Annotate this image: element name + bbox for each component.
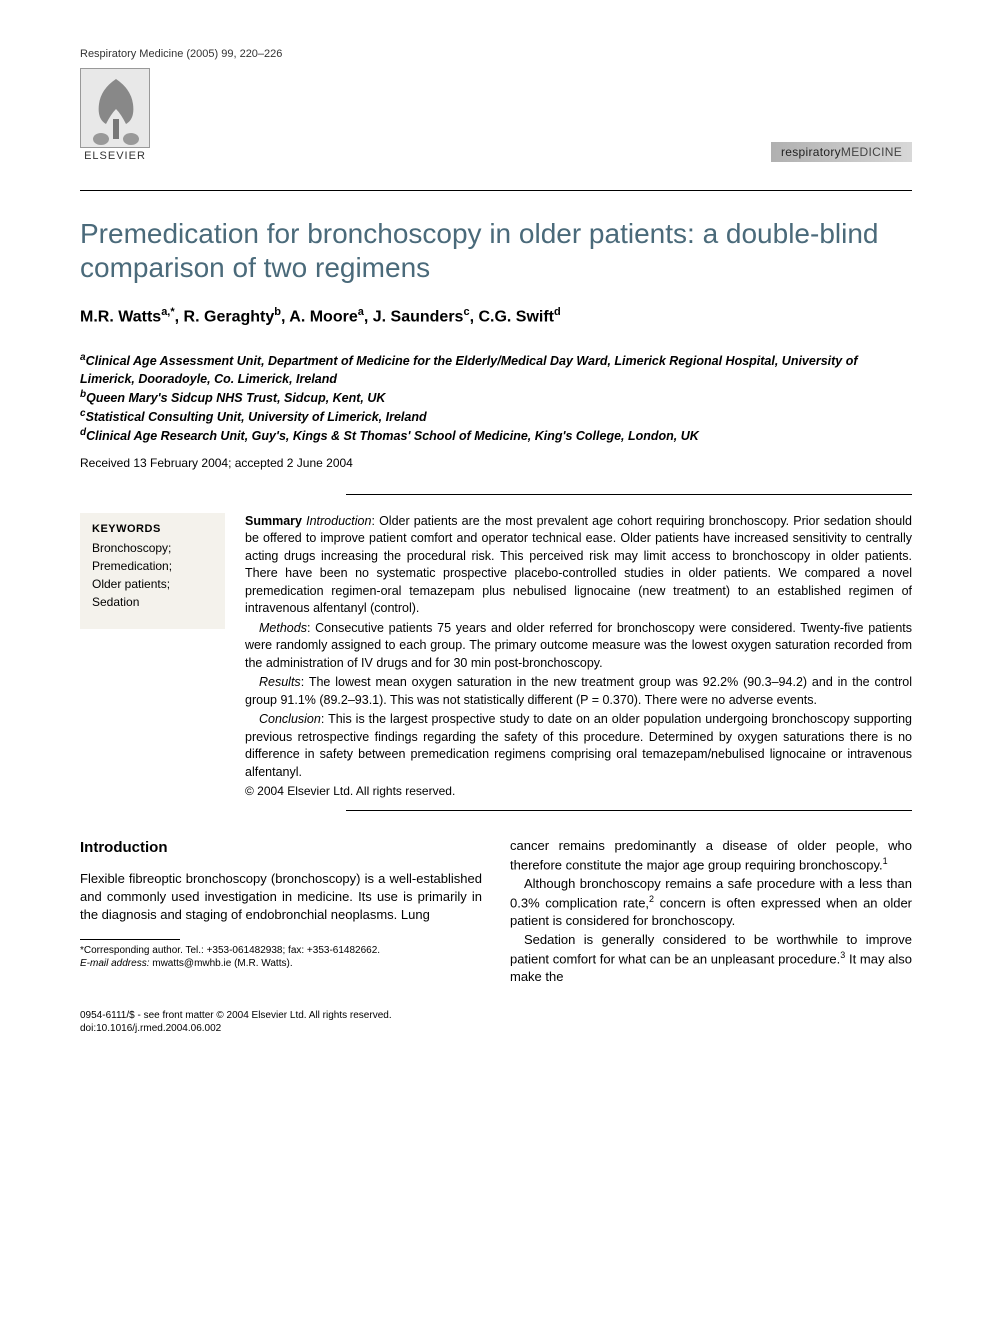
author-1: R. Geraghty (184, 309, 275, 326)
ref-1: 1 (883, 856, 888, 866)
abstract-results: Results: The lowest mean oxygen saturati… (245, 674, 912, 709)
article-dates: Received 13 February 2004; accepted 2 Ju… (80, 456, 912, 470)
elsevier-tree-icon (80, 68, 150, 148)
journal-badge-right: MEDICINE (841, 145, 902, 159)
affiliation-a: aClinical Age Assessment Unit, Departmen… (80, 351, 912, 388)
email-value: mwatts@mwhb.ie (M.R. Watts). (149, 958, 292, 969)
corr-label: *Corresponding author. (80, 945, 183, 956)
summary-label: Summary (245, 514, 302, 528)
author-2-marks: a (358, 306, 364, 318)
email-label: E-mail address: (80, 958, 149, 969)
author-1-marks: b (274, 306, 281, 318)
email-footnote: E-mail address: mwatts@mwhb.ie (M.R. Wat… (80, 957, 482, 971)
corresponding-footnote: *Corresponding author. Tel.: +353-061482… (80, 944, 482, 958)
column-right: cancer remains predominantly a disease o… (510, 837, 912, 986)
header-row: ELSEVIER respiratoryMEDICINE (80, 68, 912, 162)
article-title: Premedication for bronchoscopy in older … (80, 217, 912, 284)
keyword-3: Sedation (92, 593, 213, 611)
abstract-results-text: The lowest mean oxygen saturation in the… (245, 675, 912, 707)
affil-text-c: Statistical Consulting Unit, University … (86, 410, 427, 424)
col2-p2: Although bronchoscopy remains a safe pro… (510, 875, 912, 931)
intro-heading: Introduction (80, 837, 482, 858)
keywords-list: Bronchoscopy; Premedication; Older patie… (92, 539, 213, 611)
col2-p3: Sedation is generally considered to be w… (510, 931, 912, 987)
col2-p1a: cancer remains predominantly a disease o… (510, 838, 912, 873)
abstract-intro-text: Older patients are the most prevalent ag… (245, 514, 912, 616)
journal-badge-left: respiratory (781, 145, 841, 159)
authors-line: M.R. Wattsa,*, R. Geraghtyb, A. Moorea, … (80, 306, 912, 326)
affiliation-c: cStatistical Consulting Unit, University… (80, 407, 912, 426)
publisher-name: ELSEVIER (84, 150, 146, 162)
keyword-0: Bronchoscopy; (92, 539, 213, 557)
affiliations: aClinical Age Assessment Unit, Departmen… (80, 351, 912, 446)
keyword-2: Older patients; (92, 575, 213, 593)
author-2: A. Moore (289, 309, 357, 326)
keywords-box: KEYWORDS Bronchoscopy; Premedication; Ol… (80, 513, 225, 629)
affil-text-a: Clinical Age Assessment Unit, Department… (80, 354, 858, 386)
abstract-conclusion-label: Conclusion (259, 712, 321, 726)
abstract-intro: Summary Introduction: Older patients are… (245, 513, 912, 618)
keywords-heading: KEYWORDS (92, 523, 213, 535)
journal-badge: respiratoryMEDICINE (771, 142, 912, 162)
author-0-marks: a,* (161, 306, 174, 318)
affil-text-b: Queen Mary's Sidcup NHS Trust, Sidcup, K… (86, 391, 385, 405)
column-left: Introduction Flexible fibreoptic broncho… (80, 837, 482, 986)
affiliation-d: dClinical Age Research Unit, Guy's, King… (80, 426, 912, 445)
page-footer: 0954-6111/$ - see front matter © 2004 El… (80, 1009, 912, 1035)
author-4-marks: d (554, 306, 561, 318)
footer-line2: doi:10.1016/j.rmed.2004.06.002 (80, 1022, 912, 1035)
abstract-conclusion-text: This is the largest prospective study to… (245, 712, 912, 779)
rule-mid (346, 494, 912, 495)
abstract-intro-label: Introduction (306, 514, 371, 528)
abstract-copyright: © 2004 Elsevier Ltd. All rights reserved… (245, 783, 912, 800)
author-4: C.G. Swift (478, 309, 554, 326)
col1-p1: Flexible fibreoptic bronchoscopy (bronch… (80, 870, 482, 925)
abstract-block: KEYWORDS Bronchoscopy; Premedication; Ol… (80, 513, 912, 800)
affiliation-b: bQueen Mary's Sidcup NHS Trust, Sidcup, … (80, 388, 912, 407)
publisher-logo: ELSEVIER (80, 68, 150, 162)
author-3-marks: c (463, 306, 469, 318)
abstract-text: Summary Introduction: Older patients are… (245, 513, 912, 800)
author-0: M.R. Watts (80, 309, 161, 326)
footer-line1: 0954-6111/$ - see front matter © 2004 El… (80, 1009, 912, 1022)
footnote-rule (80, 939, 180, 940)
keyword-1: Premedication; (92, 557, 213, 575)
rule-top (80, 190, 912, 191)
corr-text: Tel.: +353-061482938; fax: +353-61482662… (183, 945, 380, 956)
rule-bot (346, 810, 912, 811)
col2-p1: cancer remains predominantly a disease o… (510, 837, 912, 875)
running-head: Respiratory Medicine (2005) 99, 220–226 (80, 48, 912, 60)
abstract-methods-text: Consecutive patients 75 years and older … (245, 621, 912, 670)
abstract-conclusion: Conclusion: This is the largest prospect… (245, 711, 912, 781)
abstract-methods-label: Methods (259, 621, 307, 635)
body-columns: Introduction Flexible fibreoptic broncho… (80, 837, 912, 986)
affil-text-d: Clinical Age Research Unit, Guy's, Kings… (86, 430, 699, 444)
abstract-results-label: Results (259, 675, 301, 689)
abstract-methods: Methods: Consecutive patients 75 years a… (245, 620, 912, 673)
author-3: J. Saunders (373, 309, 464, 326)
